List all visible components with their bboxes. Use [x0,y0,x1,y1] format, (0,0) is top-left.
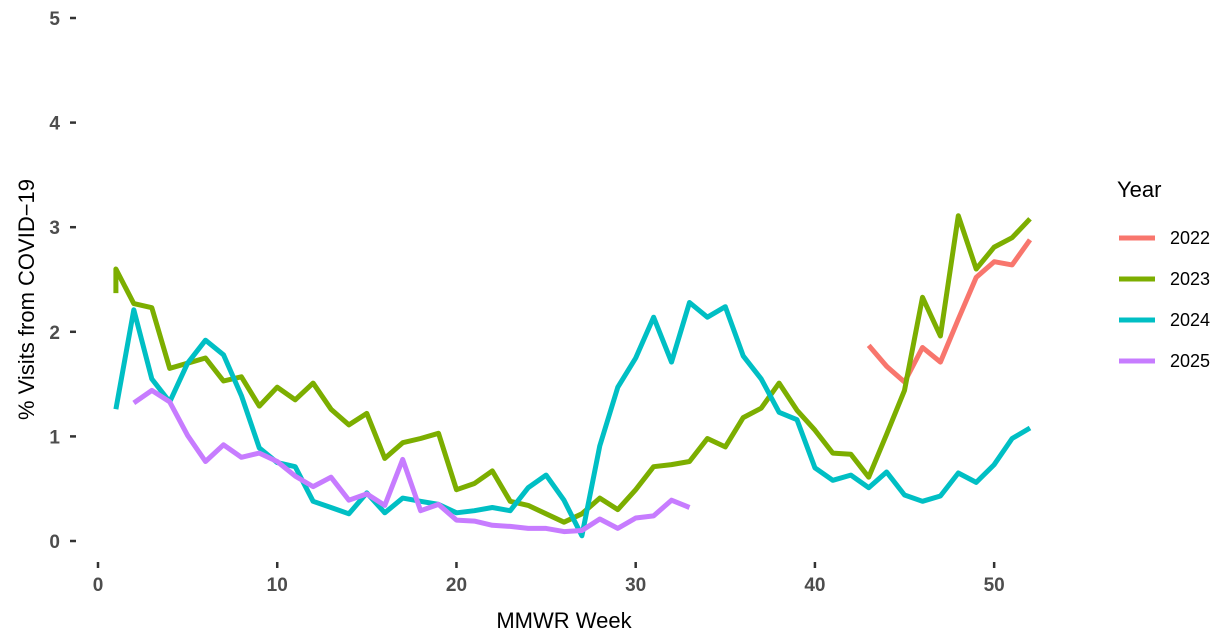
x-tick-label: 30 [625,575,646,596]
x-tick-label: 10 [267,575,288,596]
x-tick-label: 20 [446,575,467,596]
series-line-2025 [132,387,691,535]
legend-title: Year [1117,177,1161,202]
y-tick-label: 0 [49,532,60,553]
y-tick-label: 4 [49,114,60,135]
legend-label-2024: 2024 [1170,310,1210,330]
legend-label-2023: 2023 [1170,269,1210,289]
x-tick-label: 40 [804,575,825,596]
y-tick-label: 5 [49,9,60,30]
series-line-2022 [866,238,1033,385]
y-tick-label: 2 [49,323,60,344]
plot-area [113,213,1033,539]
series-line-2023 [113,213,1032,525]
legend-label-2025: 2025 [1170,351,1210,371]
x-tick-label: 0 [93,575,104,596]
legend: Year 2022 2023 2024 2025 [1117,177,1210,371]
x-tick-label: 50 [984,575,1005,596]
x-axis-title: MMWR Week [496,608,632,633]
y-tick-label: 3 [49,218,60,239]
y-tick-label: 1 [49,427,60,448]
y-axis-title: % Visits from COVID−19 [14,179,39,420]
legend-label-2022: 2022 [1170,228,1210,248]
